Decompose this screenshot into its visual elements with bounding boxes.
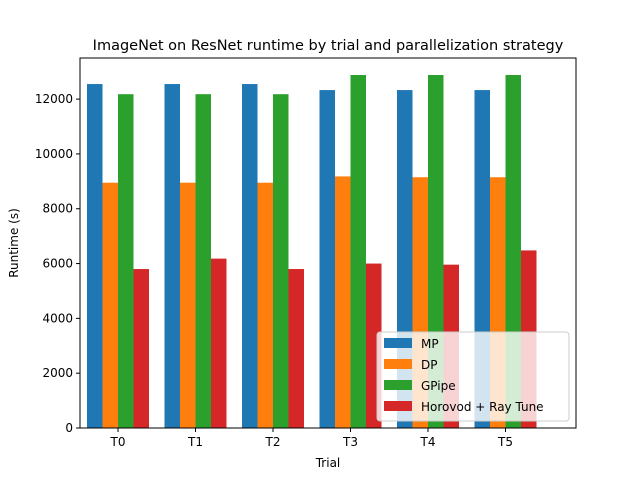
y-axis: 0 2000 4000 6000 8000 10000 12000 — [35, 92, 80, 435]
bar-gpipe-t0 — [118, 94, 134, 428]
bar-mp-t3 — [319, 90, 335, 429]
bar-mp-t1 — [164, 84, 180, 428]
y-tick-label: 8000 — [42, 202, 73, 216]
x-tick-label: T4 — [420, 435, 436, 449]
y-tick-label: 10000 — [35, 147, 73, 161]
y-tick-label: 2000 — [42, 366, 73, 380]
x-tick-label: T1 — [187, 435, 203, 449]
legend-swatch — [384, 380, 412, 390]
y-tick-label: 12000 — [35, 92, 73, 106]
legend-label: GPipe — [421, 379, 456, 393]
bar-gpipe-t2 — [273, 94, 289, 428]
legend-label: Horovod + Ray Tune — [421, 400, 544, 414]
bar-gpipe-t1 — [195, 94, 211, 428]
bar-horovod-ray-tune-t1 — [211, 258, 227, 428]
y-tick-label: 6000 — [42, 257, 73, 271]
y-tick-label: 4000 — [42, 311, 73, 325]
x-tick-label: T3 — [342, 435, 358, 449]
legend-label: MP — [421, 337, 439, 351]
chart-title: ImageNet on ResNet runtime by trial and … — [93, 38, 564, 54]
x-tick-label: T5 — [497, 435, 513, 449]
y-tick-label: 0 — [65, 421, 73, 435]
bar-mp-t0 — [87, 84, 103, 428]
plot-area-frame — [79, 57, 577, 429]
x-tick-label: T2 — [265, 435, 281, 449]
bar-mp-t2 — [242, 84, 258, 428]
bar-dp-t1 — [180, 182, 196, 428]
x-axis: T0 T1 T2 T3 T4 T5 — [110, 428, 513, 449]
legend-swatch — [384, 359, 412, 369]
y-axis-label: Runtime (s) — [7, 208, 21, 278]
bar-dp-t2 — [257, 182, 273, 428]
bar-dp-t0 — [102, 182, 118, 428]
bar-horovod-ray-tune-t0 — [133, 269, 149, 428]
bar-horovod-ray-tune-t2 — [288, 269, 304, 428]
legend-swatch — [384, 338, 412, 348]
legend-label: DP — [421, 358, 437, 372]
bar-gpipe-t3 — [350, 74, 366, 429]
x-axis-label: Trial — [315, 456, 341, 470]
x-tick-label: T0 — [110, 435, 126, 449]
legend: MP DP GPipe Horovod + Ray Tune — [376, 331, 570, 422]
bar-dp-t3 — [335, 176, 351, 428]
legend-swatch — [384, 401, 412, 411]
legend-frame — [376, 331, 570, 422]
